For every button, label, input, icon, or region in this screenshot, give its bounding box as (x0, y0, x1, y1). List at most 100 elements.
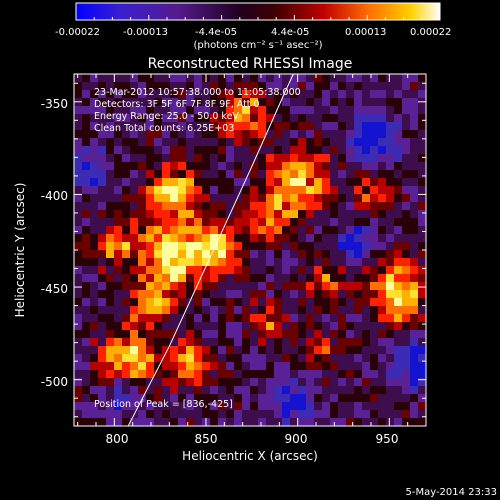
image-pixel (370, 290, 379, 299)
image-pixel (226, 162, 235, 171)
image-pixel (242, 146, 251, 155)
image-pixel (186, 306, 195, 315)
image-pixel (186, 410, 195, 419)
image-pixel (418, 194, 426, 203)
image-pixel (186, 274, 195, 283)
image-pixel (226, 130, 235, 139)
image-pixel (98, 314, 107, 323)
image-pixel (242, 250, 251, 259)
image-pixel (314, 346, 323, 355)
image-pixel (322, 394, 331, 403)
image-pixel (250, 226, 259, 235)
image-pixel (394, 218, 403, 227)
image-pixel (306, 162, 315, 171)
image-pixel (114, 266, 123, 275)
image-pixel (210, 82, 219, 91)
image-pixel (234, 162, 243, 171)
image-pixel (74, 114, 83, 123)
image-pixel (90, 338, 99, 347)
image-pixel (266, 130, 275, 139)
image-pixel (210, 194, 219, 203)
image-pixel (242, 218, 251, 227)
image-pixel (98, 106, 107, 115)
image-pixel (106, 306, 115, 315)
image-pixel (298, 98, 307, 107)
image-pixel (298, 202, 307, 211)
image-pixel (178, 210, 187, 219)
image-pixel (370, 410, 379, 419)
image-pixel (354, 314, 363, 323)
image-pixel (82, 266, 91, 275)
image-pixel (354, 266, 363, 275)
image-pixel (82, 226, 91, 235)
image-pixel (410, 202, 419, 211)
image-pixel (234, 394, 243, 403)
image-pixel (114, 122, 123, 131)
image-pixel (402, 402, 411, 411)
image-pixel (242, 378, 251, 387)
image-pixel (354, 306, 363, 315)
image-pixel (218, 138, 227, 147)
image-pixel (114, 146, 123, 155)
image-pixel (402, 258, 411, 267)
image-pixel (250, 98, 259, 107)
image-pixel (146, 98, 155, 107)
image-pixel (74, 314, 83, 323)
image-pixel (330, 106, 339, 115)
image-pixel (394, 298, 403, 307)
image-pixel (394, 170, 403, 179)
image-pixel (82, 386, 91, 395)
image-pixel (290, 162, 299, 171)
image-pixel (234, 146, 243, 155)
image-pixel (338, 146, 347, 155)
image-pixel (370, 146, 379, 155)
image-pixel (194, 290, 203, 299)
image-pixel (146, 418, 155, 426)
image-pixel (346, 362, 355, 371)
image-pixel (234, 322, 243, 331)
image-pixel (130, 242, 139, 251)
image-pixel (298, 338, 307, 347)
image-pixel (370, 218, 379, 227)
image-pixel (74, 178, 83, 187)
image-pixel (290, 290, 299, 299)
image-pixel (322, 314, 331, 323)
image-pixel (354, 170, 363, 179)
image-pixel (234, 226, 243, 235)
image-pixel (314, 194, 323, 203)
image-pixel (274, 378, 283, 387)
image-pixel (322, 194, 331, 203)
image-pixel (362, 290, 371, 299)
image-pixel (106, 330, 115, 339)
image-pixel (370, 306, 379, 315)
image-pixel (354, 330, 363, 339)
image-pixel (362, 74, 371, 83)
image-pixel (354, 146, 363, 155)
image-pixel (282, 146, 291, 155)
image-pixel (114, 290, 123, 299)
image-pixel (186, 354, 195, 363)
image-pixel (202, 314, 211, 323)
image-pixel (274, 282, 283, 291)
image-pixel (266, 242, 275, 251)
image-pixel (106, 202, 115, 211)
image-pixel (274, 170, 283, 179)
image-pixel (306, 130, 315, 139)
image-pixel (386, 298, 395, 307)
image-pixel (226, 138, 235, 147)
image-pixel (138, 74, 147, 83)
image-pixel (170, 106, 179, 115)
image-pixel (186, 346, 195, 355)
image-pixel (202, 370, 211, 379)
image-pixel (178, 234, 187, 243)
image-pixel (122, 370, 131, 379)
image-pixel (178, 122, 187, 131)
y-tick-label: -350 (41, 97, 68, 111)
image-pixel (146, 82, 155, 91)
image-pixel (170, 354, 179, 363)
image-pixel (266, 186, 275, 195)
image-pixel (122, 346, 131, 355)
image-pixel (226, 346, 235, 355)
image-pixel (130, 338, 139, 347)
image-pixel (82, 218, 91, 227)
